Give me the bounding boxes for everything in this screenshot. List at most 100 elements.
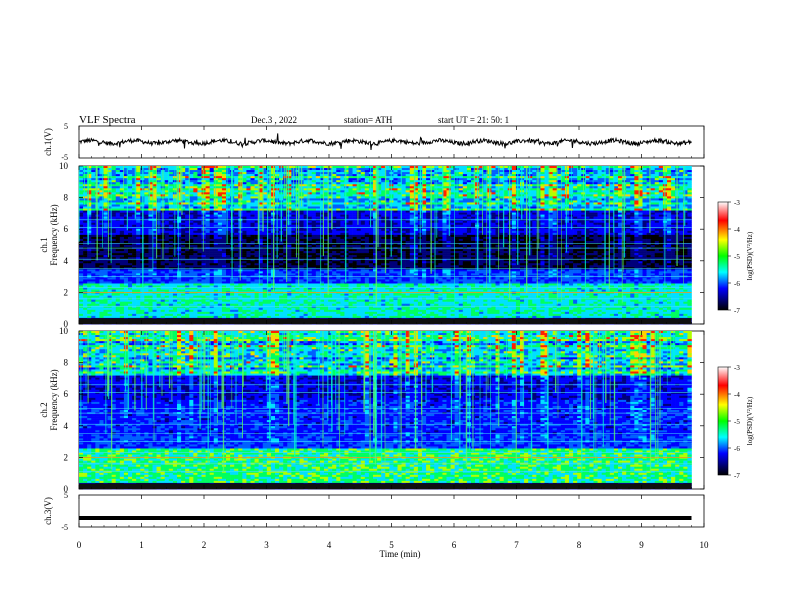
spectrogram-cell	[287, 228, 292, 232]
spectrogram-cell	[340, 228, 345, 232]
spectrogram-cell	[458, 172, 464, 175]
spectrogram-cell	[544, 186, 549, 189]
spectrogram-cell	[303, 186, 308, 189]
spectrogram-cell	[667, 202, 672, 205]
spectrogram-cell	[287, 190, 292, 193]
spectrogram-cell	[119, 176, 125, 179]
spectrogram-cell	[164, 216, 170, 219]
spectrogram-cell	[213, 182, 219, 185]
spectrogram-cell	[91, 228, 96, 232]
spectrogram-cell	[352, 168, 357, 171]
spectrogram-cell	[450, 172, 455, 175]
spectrogram-cell	[164, 222, 170, 226]
spectrogram-cell	[450, 168, 455, 171]
spectrogram-cell	[332, 228, 337, 232]
spectrogram-cell	[148, 178, 153, 181]
spectrogram-cell	[352, 172, 357, 175]
spectrogram-cell	[99, 210, 104, 213]
spectrogram-cell	[426, 208, 431, 211]
spectrogram-cell	[315, 228, 321, 232]
spectrogram-cell	[438, 222, 443, 226]
spectrogram-cell	[564, 206, 570, 209]
spectrogram-cell	[226, 168, 231, 171]
spectrogram-cell	[397, 230, 402, 234]
spectrogram-cell	[242, 168, 247, 171]
spectrogram-cell	[377, 200, 382, 203]
spectrogram-cell	[393, 190, 398, 193]
spectrogram-cell	[181, 186, 186, 189]
spectrogram-cell	[266, 168, 272, 171]
spectrogram-cell	[422, 228, 427, 232]
spectrogram-cell	[226, 222, 231, 226]
spectrogram-cell	[483, 188, 488, 191]
spectrogram-cell	[185, 196, 190, 199]
spectrogram-cell	[626, 212, 631, 215]
spectrogram-cell	[246, 166, 251, 169]
spectrogram-cell	[385, 170, 390, 173]
spectrogram-cell	[401, 166, 406, 169]
spectrogram-cell	[581, 214, 586, 217]
spectrogram-cell	[528, 180, 533, 183]
spectrogram-cell	[246, 198, 251, 201]
spectrogram-cell	[577, 190, 582, 193]
spectrogram-cell	[450, 216, 455, 219]
spectrogram-cell	[618, 178, 623, 181]
spectrogram-cell	[311, 188, 317, 191]
spectrogram-cell	[168, 214, 174, 217]
spectrogram-cell	[646, 196, 651, 199]
spectrogram-cell	[654, 170, 660, 173]
spectrogram-cell	[462, 188, 468, 191]
spectrogram-cell	[303, 220, 308, 224]
spectrogram-cell	[205, 220, 210, 224]
spectrogram-cell	[136, 228, 141, 232]
spectrogram-cell	[405, 192, 411, 195]
spectrogram-cell	[307, 200, 313, 203]
spectrogram-cell	[262, 208, 268, 211]
spectrogram-cell	[593, 202, 598, 205]
spectrogram-cell	[324, 196, 329, 199]
spectrogram-cell	[217, 204, 223, 207]
spectrogram-cell	[609, 198, 615, 201]
spectrogram-cell	[491, 230, 496, 234]
spectrogram-cell	[242, 186, 247, 189]
spectrogram-cell	[193, 224, 198, 228]
spectrogram-cell	[311, 180, 317, 183]
spectrogram-cell	[593, 204, 598, 207]
spectrogram-cell	[540, 224, 545, 228]
spectrogram-cell	[446, 200, 451, 203]
spectrogram-cell	[446, 186, 451, 189]
spectrogram-cell	[548, 188, 553, 191]
spectrogram-cell	[360, 198, 366, 201]
spectrogram-cell	[548, 202, 553, 205]
spectrogram-cell	[683, 182, 688, 185]
spectrogram-cell	[634, 186, 639, 189]
spectrogram-cell	[262, 182, 268, 185]
spectrogram-cell	[556, 210, 562, 213]
spectrogram-cell	[197, 224, 202, 228]
spectrogram-cell	[119, 210, 125, 213]
spectrogram-cell	[364, 198, 370, 201]
spectrogram-cell	[609, 212, 615, 215]
spectrogram-cell	[483, 212, 488, 215]
spectrogram-cell	[393, 166, 398, 169]
spectrogram-cell	[450, 178, 455, 181]
spectrogram-cell	[679, 228, 684, 232]
spectrogram-cell	[385, 166, 390, 169]
spectrogram-cell	[646, 168, 651, 171]
spectrogram-cell	[307, 198, 313, 201]
spectrogram-cell	[393, 168, 398, 171]
spectrogram-cell	[613, 200, 619, 203]
spectrogram-cell	[560, 188, 566, 191]
spectrogram-cell	[364, 230, 370, 234]
spectrogram-cell	[226, 208, 231, 211]
spectrogram-cell	[667, 220, 672, 224]
spectrogram-cell	[544, 188, 549, 191]
spectrogram-cell	[381, 168, 386, 171]
spectrogram-cell	[348, 192, 353, 195]
spectrogram-cell	[115, 204, 121, 207]
spectrogram-cell	[340, 208, 345, 211]
spectrogram-cell	[107, 174, 112, 177]
spectrogram-cell	[311, 216, 317, 219]
spectrogram-cell	[422, 212, 427, 215]
spectrogram-cell	[368, 230, 374, 234]
